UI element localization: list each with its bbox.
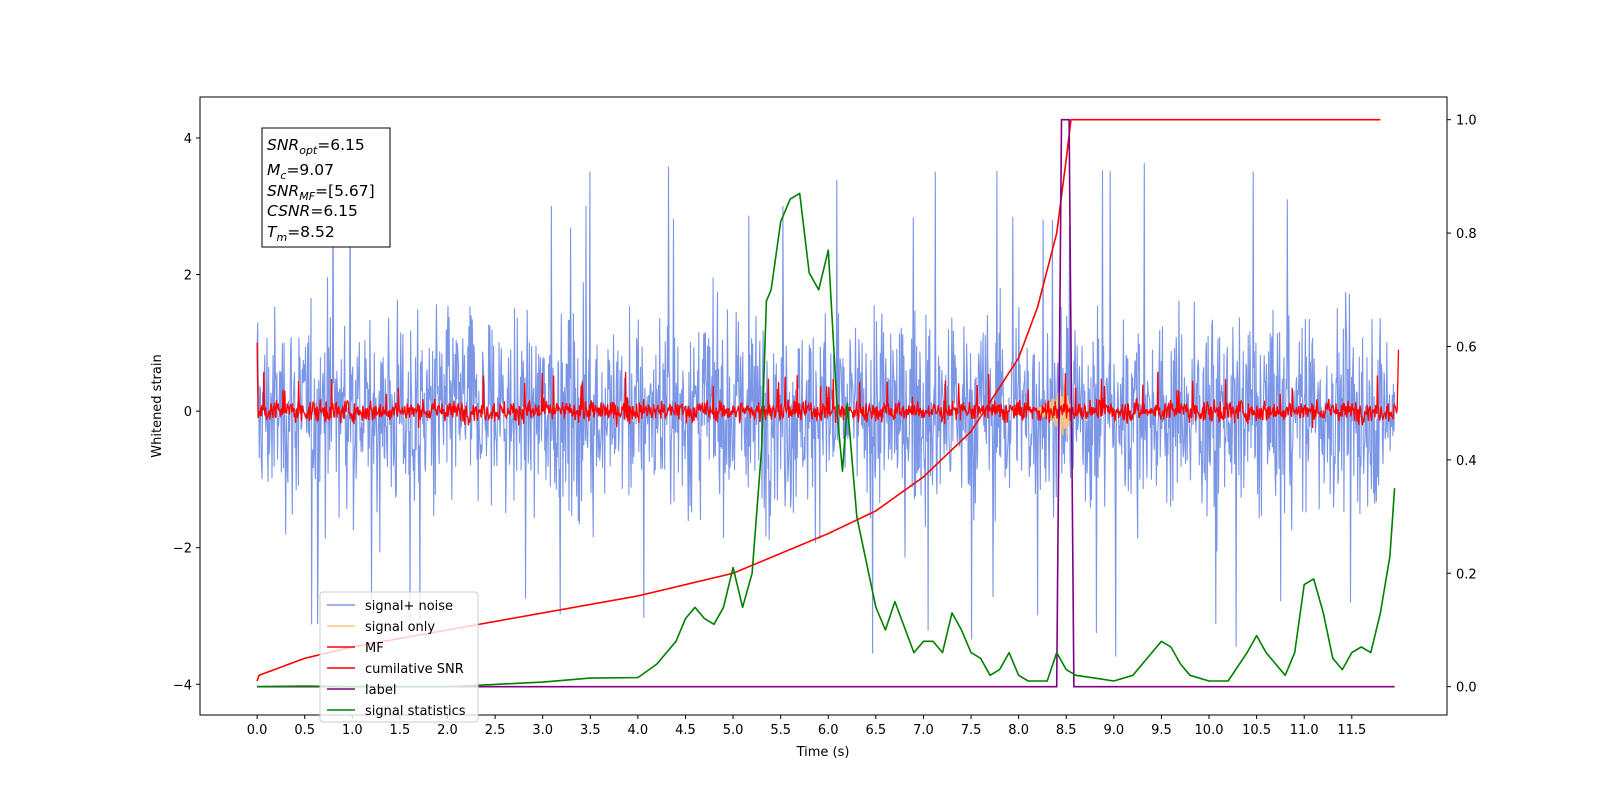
legend: signal+ noise signal only MF cumilative SNR…	[319, 591, 479, 723]
x-tick-label: 7.0	[913, 723, 934, 738]
x-tick-label: 0.5	[294, 723, 315, 738]
legend-label: label	[365, 683, 396, 698]
x-tick-label: 9.5	[1151, 723, 1172, 738]
x-tick-label: 6.5	[866, 723, 887, 738]
x-tick-label: 11.5	[1337, 723, 1366, 738]
x-tick-label: 10.0	[1195, 723, 1224, 738]
y-right-tick-label: 0.2	[1456, 567, 1477, 582]
y-right-tick-label: 0.6	[1456, 340, 1477, 355]
x-tick-label: 3.0	[532, 723, 553, 738]
info-box-frame	[261, 127, 391, 248]
x-tick-label: 4.5	[675, 723, 696, 738]
plot-frame	[199, 96, 1448, 716]
y-left-tick-label: 4	[184, 132, 192, 147]
x-tick-label: 9.0	[1103, 723, 1124, 738]
legend-label: MF	[365, 641, 384, 656]
series-label	[257, 118, 1395, 688]
y-axis-label: Whitened strain	[150, 354, 165, 457]
y-left-tick-label: 2	[184, 269, 192, 284]
legend-label: signal+ noise	[365, 599, 453, 614]
info-tm: Tm=8.52	[267, 223, 335, 244]
legend-label: cumilative SNR	[365, 662, 464, 677]
x-tick-label: 3.5	[580, 723, 601, 738]
info-snr-opt: SNRopt=6.15	[267, 136, 365, 157]
info-csnr: CSNR=6.15	[267, 202, 358, 220]
series-mf	[256, 342, 1400, 429]
series-signal-statistics	[257, 192, 1396, 688]
x-tick-label: 6.0	[818, 723, 839, 738]
x-tick-label: 5.0	[723, 723, 744, 738]
x-tick-label: 8.0	[1008, 723, 1029, 738]
x-tick-label: 1.0	[342, 723, 363, 738]
legend-label: signal only	[365, 620, 435, 635]
x-tick-label: 2.0	[437, 723, 458, 738]
x-tick-label: 7.5	[961, 723, 982, 738]
info-mc: Mc=9.07	[267, 161, 334, 182]
y-left-tick-label: −2	[173, 542, 192, 557]
series-signal-only	[1037, 381, 1072, 436]
x-axis-label: Time (s)	[796, 745, 850, 760]
y-left-tick-label: −4	[173, 678, 192, 693]
x-tick-label: 4.0	[628, 723, 649, 738]
x-tick-label: 0.0	[247, 723, 268, 738]
legend-label: signal statistics	[365, 704, 466, 719]
y-right-tick-label: 0.4	[1456, 454, 1477, 469]
y-left-tick-label: 0	[184, 405, 192, 420]
info-snr-mf: SNRMF=[5.67]	[267, 182, 375, 203]
x-tick-label: 11.0	[1290, 723, 1319, 738]
x-tick-label: 8.5	[1056, 723, 1077, 738]
x-ticks: 0.0 0.5 1.0 1.5 2.0 2.5 3.0 3.5 4.0 4.5 5.0 5.5 6.0 6…	[247, 715, 1366, 738]
y-right-tick-label: 0.0	[1456, 681, 1477, 696]
series-signal-noise	[256, 160, 1396, 657]
info-box: SNRopt=6.15 Mc=9.07 SNRMF=[5.67] CSNR=6.…	[261, 127, 391, 248]
x-tick-label: 5.5	[770, 723, 791, 738]
y-ticks-right: 1.0 0.8 0.6 0.4 0.2 0.0	[1447, 114, 1477, 696]
x-tick-label: 10.5	[1242, 723, 1271, 738]
x-tick-label: 1.5	[390, 723, 411, 738]
y-right-tick-label: 1.0	[1456, 114, 1477, 129]
y-ticks-left: 4 2 0 −2 −4	[173, 132, 200, 693]
y-right-tick-label: 0.8	[1456, 227, 1477, 242]
x-tick-label: 2.5	[485, 723, 506, 738]
legend-frame	[319, 591, 479, 723]
